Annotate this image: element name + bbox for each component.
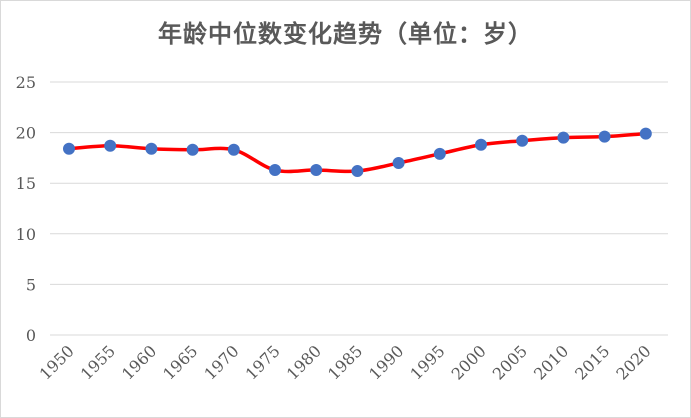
data-point-2000 [475,138,487,151]
x-tick-label: 1965 [159,341,201,383]
data-point-1985 [351,165,364,178]
y-tick-label: 25 [16,73,36,92]
data-point-1990 [392,156,405,169]
chart-title: 年龄中位数变化趋势（单位：岁） [158,20,533,48]
x-tick-label: 2020 [612,341,654,383]
data-point-2020 [639,127,652,140]
y-tick-label: 15 [16,174,36,193]
data-point-2005 [516,134,529,147]
x-tick-label: 1955 [77,341,119,383]
data-point-1960 [145,142,158,155]
y-tick-label: 20 [16,124,36,143]
data-point-2010 [557,131,570,144]
x-tick-label: 2005 [489,341,531,383]
data-point-1980 [310,164,323,177]
x-tick-label: 1980 [283,341,325,383]
x-tick-label: 1985 [324,341,366,383]
data-point-1970 [227,143,240,156]
data-point-1975 [269,164,281,177]
x-tick-label: 1950 [36,341,78,383]
x-tick-label: 2000 [448,341,490,383]
x-tick-label: 1995 [406,341,448,383]
x-tick-label: 2015 [571,341,613,383]
y-tick-label: 5 [26,275,36,294]
x-tick-label: 1960 [118,341,160,383]
data-point-1995 [433,147,446,160]
x-tick-label: 1990 [365,341,407,383]
gridlines [50,81,668,336]
data-point-1950 [63,142,75,155]
data-point-1965 [186,143,199,156]
markers-layer [63,127,652,178]
y-tick-label: 0 [26,326,36,345]
x-tick-label: 1970 [200,341,242,383]
x-axis-ticks: 1950195519601965197019751980198519901995… [36,341,655,383]
x-tick-label: 1975 [242,341,284,383]
x-tick-label: 2010 [530,341,572,383]
y-axis-ticks: 0 5 10 15 20 25 [16,73,36,345]
data-point-1955 [104,139,117,152]
data-point-2015 [598,130,611,143]
y-tick-label: 10 [16,225,36,244]
